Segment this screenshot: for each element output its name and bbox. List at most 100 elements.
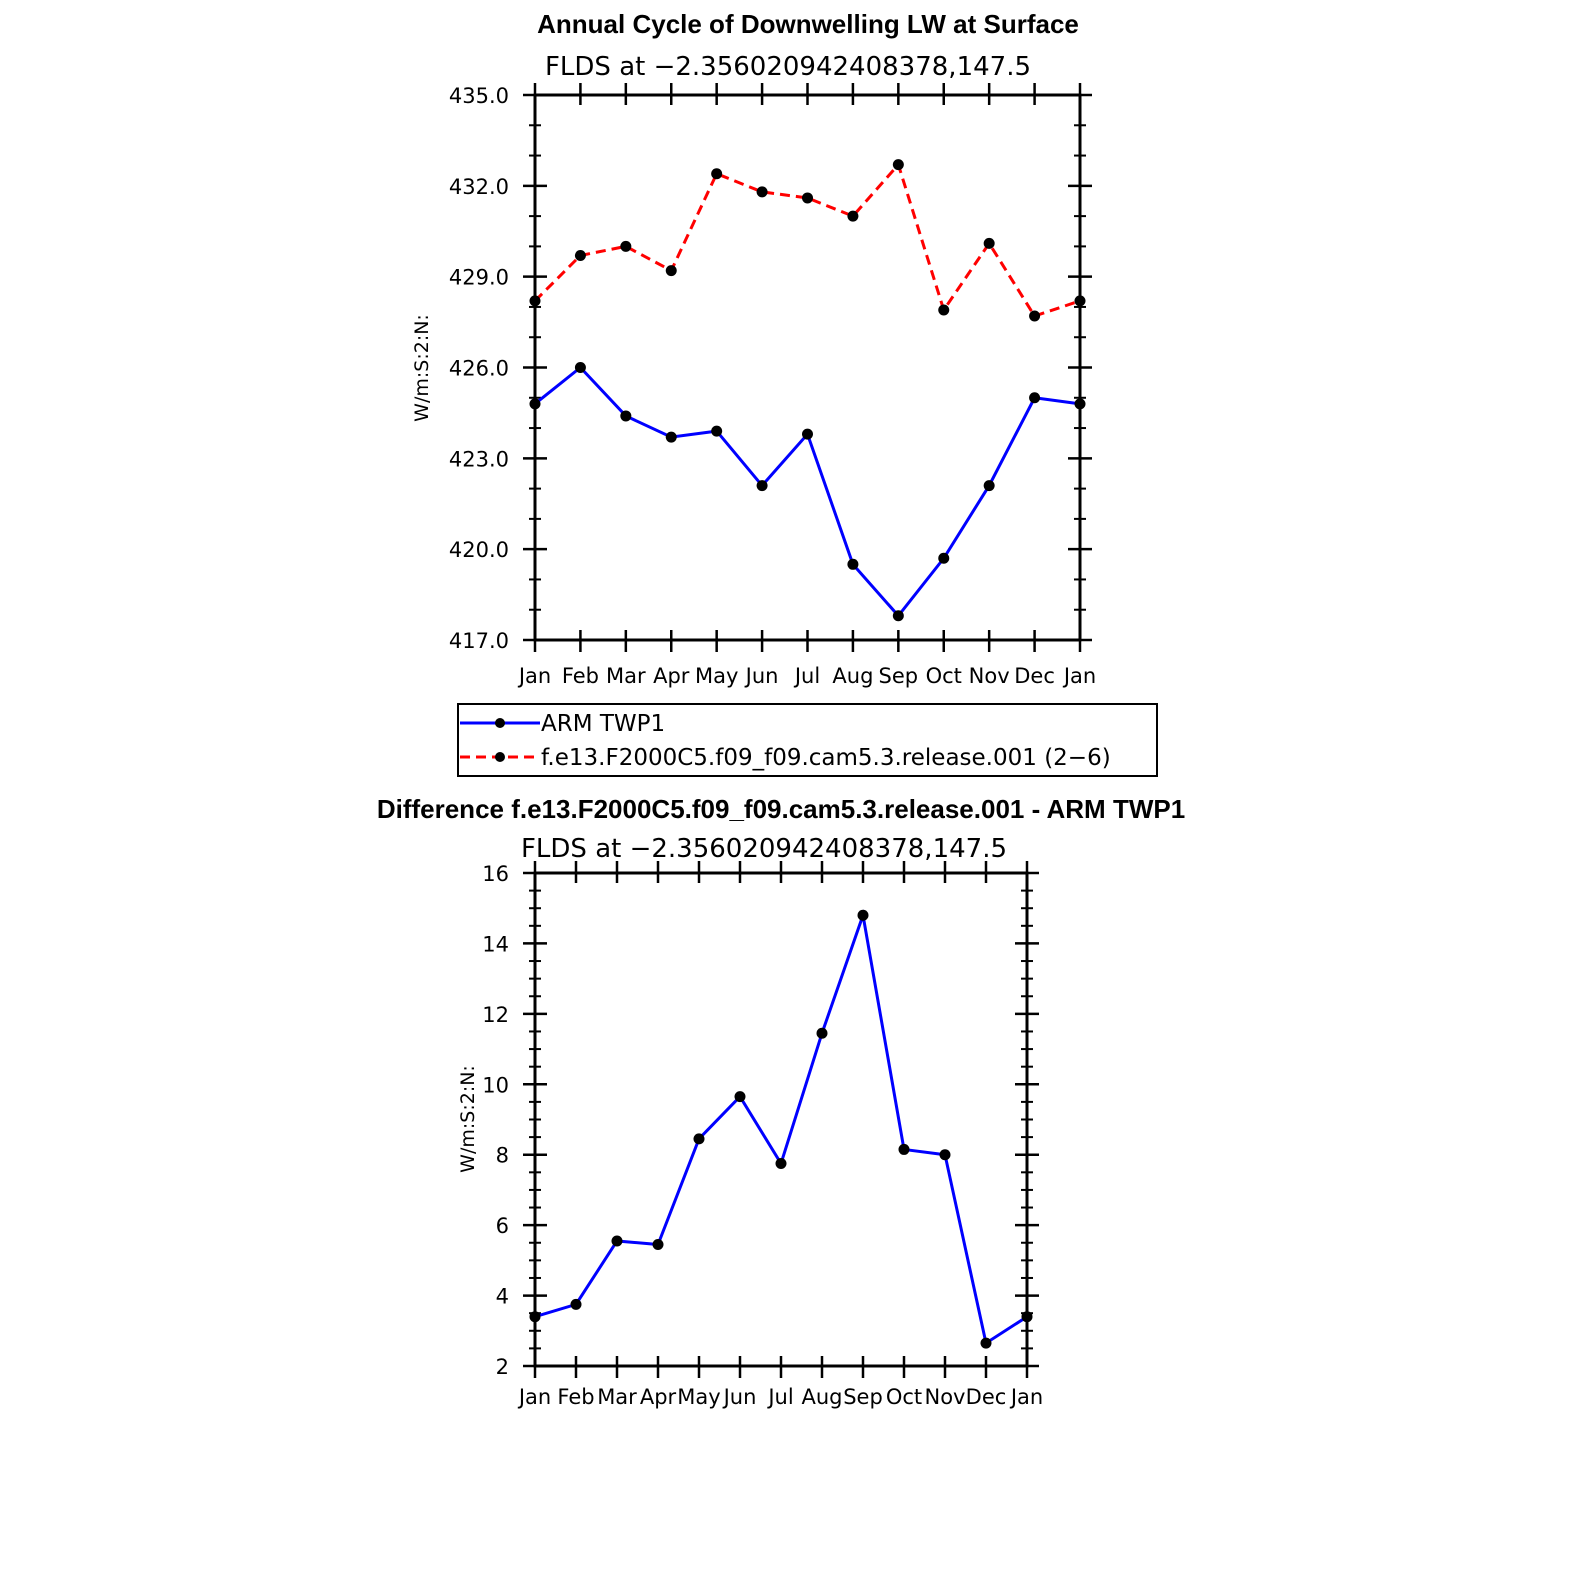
series-0-point <box>802 428 813 440</box>
series-1-point <box>802 192 813 204</box>
y-axis-ticks: 2 4 6 8 10 12 14 16 <box>482 862 1039 1379</box>
chart-title: Difference f.e13.F2000C5.f09_f09.cam5.3.… <box>377 794 1185 824</box>
series-0-point <box>570 1298 582 1310</box>
y-tick-label: 14 <box>482 932 509 956</box>
y-axis-label: W/m:S:2:N: <box>411 314 433 422</box>
series-1-point <box>620 240 632 252</box>
series-0-point <box>734 1091 746 1103</box>
series-1-point <box>938 304 950 316</box>
y-tick-label: 426.0 <box>449 357 509 381</box>
series-0-point <box>892 610 904 622</box>
y-tick-label: 6 <box>496 1214 509 1238</box>
legend: ARM TWP1 f.e13.F2000C5.f09_f09.cam5.3.re… <box>457 703 1158 777</box>
x-axis-ticks: Jan Feb Mar Apr May Jun Jul Aug Sep Oct Nov Dec Jan <box>517 861 1043 1409</box>
x-tick-label: Oct <box>926 664 962 688</box>
series-1-point <box>574 249 586 261</box>
x-tick-label: Dec <box>966 1385 1007 1409</box>
x-tick-label: Jun <box>744 664 779 688</box>
x-tick-label: Mar <box>597 1385 637 1409</box>
series-1-point <box>756 186 768 198</box>
y-tick-label: 4 <box>496 1285 509 1309</box>
legend-box <box>457 703 1158 777</box>
series-0-point <box>1029 392 1041 404</box>
x-tick-label: Jan <box>1009 1385 1043 1409</box>
x-tick-label: Apr <box>653 664 690 688</box>
series-0-point <box>898 1143 910 1155</box>
y-tick-label: 16 <box>482 862 509 886</box>
series-0-point <box>816 1027 828 1039</box>
x-tick-label: Dec <box>1014 664 1055 688</box>
x-tick-label: Aug <box>832 664 873 688</box>
series-0-point <box>574 362 586 373</box>
annual-cycle-chart: Annual Cycle of Downwelling LW at Surfac… <box>411 9 1158 777</box>
x-tick-label: Feb <box>557 1385 594 1409</box>
y-axis-label: W/m:S:2:N: <box>457 1065 479 1173</box>
series-line-0 <box>534 909 1028 1346</box>
x-tick-label: Apr <box>640 1385 677 1409</box>
series-0-point <box>938 552 950 564</box>
x-tick-label: Feb <box>562 664 599 688</box>
series-0-point <box>847 558 859 570</box>
series-1-point <box>983 237 995 249</box>
x-tick-label: Oct <box>886 1385 922 1409</box>
x-tick-label: Jul <box>766 1385 793 1409</box>
y-tick-label: 435.0 <box>449 84 509 108</box>
x-tick-label: May <box>677 1385 720 1409</box>
series-0-point <box>693 1133 705 1145</box>
legend-marker-arm <box>495 718 505 728</box>
series-1-point <box>892 159 904 171</box>
series-0-point <box>652 1239 664 1251</box>
series-0-point <box>980 1337 992 1349</box>
x-tick-label: Jun <box>722 1385 757 1409</box>
x-tick-label: Mar <box>606 664 646 688</box>
series-0-point <box>620 410 632 422</box>
y-tick-label: 2 <box>496 1355 509 1379</box>
series-1-point <box>665 265 677 277</box>
x-tick-label: Sep <box>843 1385 883 1409</box>
chart-title: Annual Cycle of Downwelling LW at Surfac… <box>537 9 1079 39</box>
legend-label-model: f.e13.F2000C5.f09_f09.cam5.3.release.001… <box>541 745 1111 771</box>
series-0-point <box>711 425 723 437</box>
plot-frame <box>533 93 1082 642</box>
series-0-point <box>611 1235 623 1247</box>
x-tick-label: Jan <box>517 1385 551 1409</box>
series-0-point <box>857 909 869 921</box>
y-tick-label: 429.0 <box>449 266 509 290</box>
difference-chart: Difference f.e13.F2000C5.f09_f09.cam5.3.… <box>377 794 1185 1409</box>
x-tick-label: Nov <box>969 664 1010 688</box>
y-tick-label: 10 <box>482 1073 509 1097</box>
series-1-point <box>847 210 859 222</box>
series-1-point <box>711 168 723 180</box>
chart-subtitle: FLDS at −2.356020942408378,147.5 <box>521 834 1007 864</box>
series-0-point <box>983 480 995 492</box>
x-tick-label: Jan <box>517 664 551 688</box>
x-tick-label: Aug <box>801 1385 842 1409</box>
y-tick-label: 432.0 <box>449 175 509 199</box>
x-tick-label: Jul <box>793 664 820 688</box>
series-0-point <box>756 480 768 492</box>
x-tick-label: Jan <box>1062 664 1096 688</box>
x-tick-label: Sep <box>879 664 919 688</box>
y-tick-label: 417.0 <box>449 629 509 653</box>
plot-frame <box>533 871 1029 1368</box>
series-0-point <box>665 431 677 443</box>
y-tick-label: 420.0 <box>449 538 509 562</box>
legend-label-arm: ARM TWP1 <box>541 711 665 737</box>
y-tick-label: 8 <box>496 1144 509 1168</box>
legend-marker-model <box>495 752 505 762</box>
series-line-1 <box>533 161 1081 318</box>
x-axis-ticks: Jan Feb Mar Apr May Jun Jul Aug Sep Oct Nov Dec Jan <box>517 83 1096 688</box>
y-tick-label: 12 <box>482 1003 509 1027</box>
series-layer <box>529 159 1086 622</box>
x-tick-label: May <box>695 664 738 688</box>
series-line-0 <box>534 365 1081 619</box>
y-axis-ticks: 417.0 420.0 423.0 426.0 429.0 432.0 435.0 <box>449 84 1092 653</box>
y-tick-label: 423.0 <box>449 447 509 471</box>
x-tick-label: Nov <box>925 1385 966 1409</box>
chart-subtitle: FLDS at −2.356020942408378,147.5 <box>545 52 1031 82</box>
series-1-point <box>1029 310 1041 322</box>
series-0-point <box>775 1158 787 1170</box>
series-0-point <box>939 1149 951 1161</box>
series-layer <box>529 909 1033 1349</box>
